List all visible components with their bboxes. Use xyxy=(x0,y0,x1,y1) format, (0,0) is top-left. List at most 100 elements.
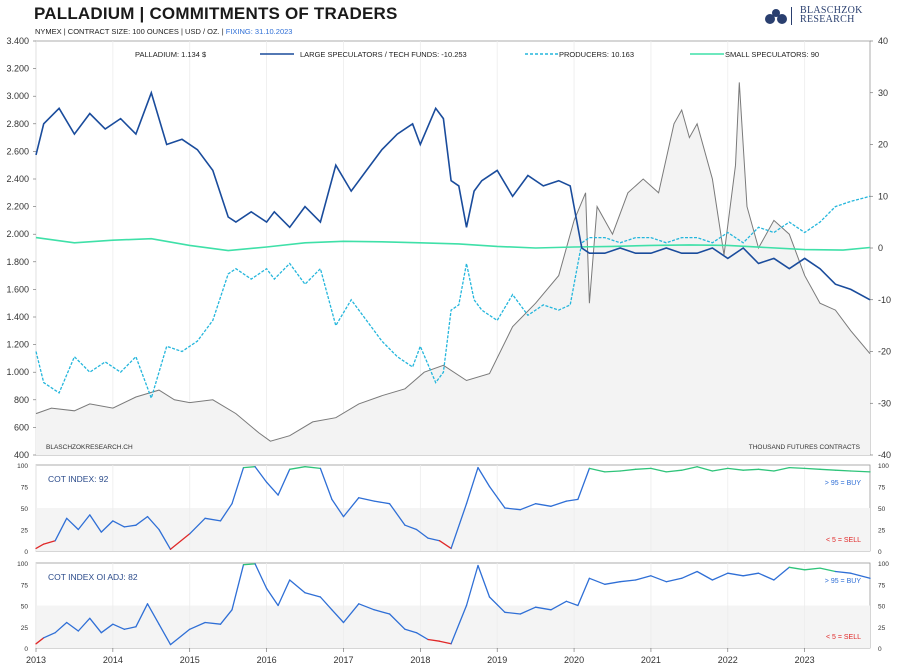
cot-index-oi-line-segment xyxy=(158,623,172,646)
cot-index-oi-line-segment xyxy=(373,609,391,615)
cot-index-line-segment xyxy=(231,466,245,505)
cot-index-oi-line-segment xyxy=(696,570,714,581)
cot-index-oi-left-tick-label: 0 xyxy=(24,646,28,653)
cot-index-oi-line-segment xyxy=(727,572,744,577)
cot-index-oi-right-tick-label: 25 xyxy=(878,625,886,632)
cot-index-line-segment xyxy=(773,466,790,472)
cot-index-oi-line-segment xyxy=(604,581,621,585)
cot-index-oi-right-tick-label: 100 xyxy=(878,561,889,568)
cot-index-line-segment xyxy=(304,466,322,470)
cot-index-oi-line-segment xyxy=(319,596,333,611)
cot-index-line-segment xyxy=(66,517,79,531)
cot-index-right-tick-label: 100 xyxy=(878,463,889,470)
cot-index-oi-line-segment xyxy=(358,603,375,611)
x-axis-tick-label: 2020 xyxy=(564,655,584,665)
cot-index-left-tick-label: 75 xyxy=(21,485,29,492)
x-axis-tick-label: 2013 xyxy=(26,655,46,665)
large-speculators-line xyxy=(35,90,871,301)
right-axis-tick-label: -20 xyxy=(878,347,891,357)
cot-index-oi-line-segment xyxy=(169,628,191,646)
cot-index-line-segment xyxy=(123,524,137,528)
cot-index-line-segment xyxy=(696,466,714,472)
cot-index-line-segment xyxy=(219,503,233,522)
cot-index-line-segment xyxy=(465,466,479,505)
right-axis-tick-label: -40 xyxy=(878,450,891,460)
page-subtitle: NYMEX | CONTRACT SIZE: 100 OUNCES | USD … xyxy=(35,27,292,36)
cot-index-line-segment xyxy=(665,469,683,473)
left-axis-tick-label: 3.400 xyxy=(6,36,29,46)
left-axis-tick-label: 3.000 xyxy=(6,91,29,101)
cot-index-oi-line-segment xyxy=(450,604,468,645)
cot-index-line-segment xyxy=(342,497,360,518)
cot-index-line-segment xyxy=(634,467,652,470)
cot-index-line-segment xyxy=(254,466,268,483)
cot-index-line-segment xyxy=(711,467,729,472)
cot-index-oi-line-segment xyxy=(277,579,291,607)
cot-index-oi-line-segment xyxy=(488,596,506,613)
cot-index-line-segment xyxy=(427,537,441,542)
right-axis-tick-label: -30 xyxy=(878,398,891,408)
cot-index-oi-adj-panel: 100 100 75 75 50 50 25 25 0 0 COT INDEX OI ADJ: 82… xyxy=(17,561,889,653)
left-axis-tick-label: 600 xyxy=(14,422,29,432)
right-axis-tick-label: 40 xyxy=(878,36,888,46)
cot-index-oi-left-tick-label: 50 xyxy=(21,604,29,611)
cot-index-oi-line-segment xyxy=(550,600,568,611)
cot-index-line-segment xyxy=(89,514,102,533)
x-axis: 2013 2014 2015 2016 2017 2018 2019 2020 2021 2022… xyxy=(26,648,815,665)
right-axis-tick-label: 0 xyxy=(878,243,883,253)
cot-index-line-segment xyxy=(204,517,222,522)
cot-index-line-segment xyxy=(415,528,429,539)
cot-index-oi-buy-label: > 95 = BUY xyxy=(825,578,862,585)
cot-index-line-segment xyxy=(504,507,521,511)
cot-index-line-segment xyxy=(373,500,391,505)
cot-index-line-segment xyxy=(577,467,591,501)
cot-index-line-segment xyxy=(650,467,667,473)
cot-index-oi-line-segment xyxy=(650,575,667,583)
cot-index-oi-line-segment xyxy=(465,564,479,607)
cot-index-oi-line-segment xyxy=(254,563,268,590)
page-title: PALLADIUM | COMMITMENTS OF TRADERS xyxy=(34,4,398,23)
cot-index-oi-line-segment xyxy=(112,623,126,630)
cot-index-line-segment xyxy=(850,470,871,473)
cot-index-oi-line-segment xyxy=(834,570,852,574)
cot-index-line-segment xyxy=(834,469,852,472)
cot-index-oi-sell-label: < 5 = SELL xyxy=(826,634,861,641)
cot-index-oi-line-segment xyxy=(757,572,775,581)
cot-index-title: COT INDEX: 92 xyxy=(48,474,109,484)
cot-index-oi-line-segment xyxy=(265,587,279,607)
cot-index-oi-line-segment xyxy=(43,632,56,639)
cot-index-oi-line-segment xyxy=(89,617,102,634)
cot-index-oi-line-segment xyxy=(77,617,91,632)
cot-index-oi-line-segment xyxy=(438,640,452,645)
left-axis-tick-label: 2.800 xyxy=(6,119,29,129)
cot-index-panel: 100 100 75 75 50 50 25 25 0 0 COT INDEX: 92 > 95 = … xyxy=(17,463,889,556)
cot-index-line-segment xyxy=(788,466,806,470)
cot-index-line-segment xyxy=(519,503,537,511)
cot-index-right-tick-label: 50 xyxy=(878,506,886,513)
x-axis-tick-label: 2016 xyxy=(257,655,277,665)
cot-index-oi-left-tick-label: 25 xyxy=(21,625,29,632)
cot-index-oi-line-segment xyxy=(504,611,521,615)
cot-index-oi-line-segment xyxy=(66,621,79,632)
cot-index-line-segment xyxy=(43,540,56,545)
cot-index-oi-line-segment xyxy=(242,563,256,566)
cot-index-oi-line-segment xyxy=(388,613,406,630)
cot-index-buy-label: > 95 = BUY xyxy=(825,480,862,487)
left-axis-tick-label: 2.600 xyxy=(6,146,29,156)
cot-index-oi-line-segment xyxy=(135,603,149,628)
right-axis-tick-label: 20 xyxy=(878,140,888,150)
x-axis-tick-label: 2021 xyxy=(641,655,661,665)
cot-index-oi-left-tick-label: 100 xyxy=(17,561,28,568)
cot-index-line-segment xyxy=(742,468,760,471)
cot-index-oi-line-segment xyxy=(231,564,245,611)
right-axis-tick-label: 10 xyxy=(878,191,888,201)
cot-index-line-segment xyxy=(404,524,418,531)
palladium-price-line xyxy=(35,82,871,442)
logo-line1: BLASCHZOK xyxy=(800,5,863,16)
cot-index-line-segment xyxy=(619,468,637,472)
left-axis-tick-label: 1.600 xyxy=(6,284,29,294)
cot-index-oi-line-segment xyxy=(427,638,441,642)
x-axis-tick-label: 2014 xyxy=(103,655,123,665)
logo-line2: RESEARCH xyxy=(800,14,855,25)
left-axis-tick-label: 3.200 xyxy=(6,64,29,74)
